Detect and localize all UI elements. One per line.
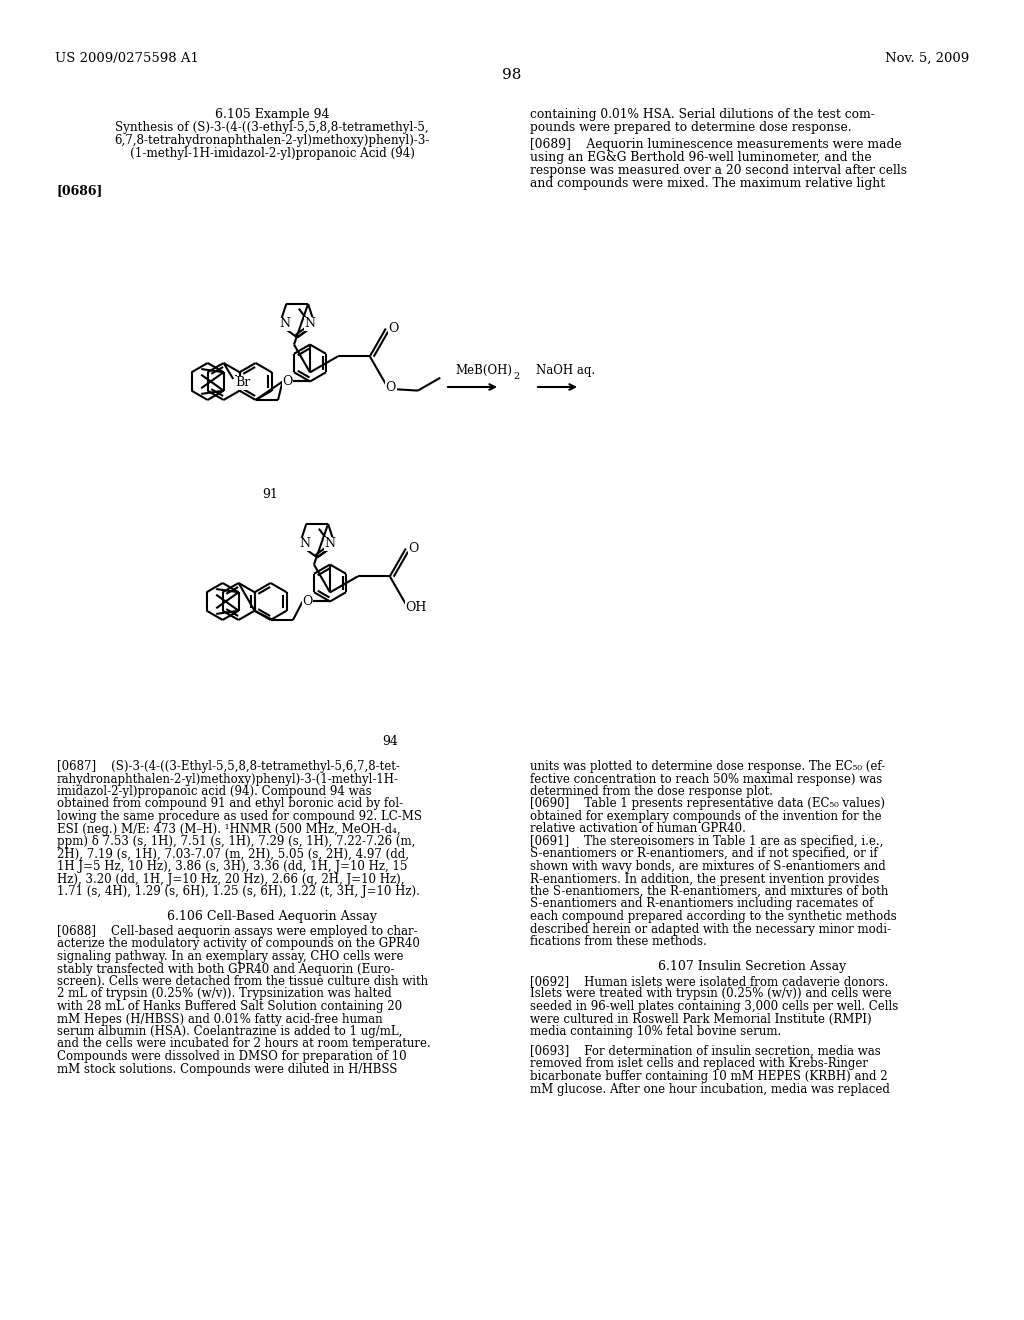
Text: Br: Br (236, 376, 251, 389)
Text: and the cells were incubated for 2 hours at room temperature.: and the cells were incubated for 2 hours… (57, 1038, 431, 1051)
Text: 6.106 Cell-Based Aequorin Assay: 6.106 Cell-Based Aequorin Assay (167, 909, 377, 923)
Text: 98: 98 (503, 69, 521, 82)
Text: S-enantiomers or R-enantiomers, and if not specified, or if: S-enantiomers or R-enantiomers, and if n… (530, 847, 878, 861)
Text: S-enantiomers and R-enantiomers including racemates of: S-enantiomers and R-enantiomers includin… (530, 898, 873, 911)
Text: Nov. 5, 2009: Nov. 5, 2009 (885, 51, 969, 65)
Text: fications from these methods.: fications from these methods. (530, 935, 707, 948)
Text: OH: OH (406, 601, 427, 614)
Text: pounds were prepared to determine dose response.: pounds were prepared to determine dose r… (530, 121, 852, 135)
Text: seeded in 96-well plates containing 3,000 cells per well. Cells: seeded in 96-well plates containing 3,00… (530, 1001, 898, 1012)
Text: obtained for exemplary compounds of the invention for the: obtained for exemplary compounds of the … (530, 810, 882, 822)
Text: ppm) δ 7.53 (s, 1H), 7.51 (s, 1H), 7.29 (s, 1H), 7.22-7.26 (m,: ppm) δ 7.53 (s, 1H), 7.51 (s, 1H), 7.29 … (57, 836, 416, 847)
Text: signaling pathway. In an exemplary assay, CHO cells were: signaling pathway. In an exemplary assay… (57, 950, 403, 964)
Text: MeB(OH): MeB(OH) (455, 364, 512, 378)
Text: were cultured in Roswell Park Memorial Institute (RMPI): were cultured in Roswell Park Memorial I… (530, 1012, 871, 1026)
Text: mM Hepes (H/HBSS) and 0.01% fatty acid-free human: mM Hepes (H/HBSS) and 0.01% fatty acid-f… (57, 1012, 383, 1026)
Text: removed from islet cells and replaced with Krebs-Ringer: removed from islet cells and replaced wi… (530, 1057, 868, 1071)
Text: 1.71 (s, 4H), 1.29 (s, 6H), 1.25 (s, 6H), 1.22 (t, 3H, J=10 Hz).: 1.71 (s, 4H), 1.29 (s, 6H), 1.25 (s, 6H)… (57, 884, 420, 898)
Text: 91: 91 (262, 488, 278, 502)
Text: O: O (409, 543, 419, 554)
Text: serum albumin (HSA). Coelantrazine is added to 1 ug/mL,: serum albumin (HSA). Coelantrazine is ad… (57, 1026, 402, 1038)
Text: 2: 2 (513, 372, 519, 381)
Text: each compound prepared according to the synthetic methods: each compound prepared according to the … (530, 909, 897, 923)
Text: 2H), 7.19 (s, 1H), 7.03-7.07 (m, 2H), 5.05 (s, 2H), 4.97 (dd,: 2H), 7.19 (s, 1H), 7.03-7.07 (m, 2H), 5.… (57, 847, 409, 861)
Text: [0691]    The stereoisomers in Table 1 are as specified, i.e.,: [0691] The stereoisomers in Table 1 are … (530, 836, 884, 847)
Text: imidazol-2-yl)propanoic acid (94). Compound 94 was: imidazol-2-yl)propanoic acid (94). Compo… (57, 785, 372, 799)
Text: (1-methyl-1H-imidazol-2-yl)propanoic Acid (94): (1-methyl-1H-imidazol-2-yl)propanoic Aci… (130, 147, 415, 160)
Text: screen). Cells were detached from the tissue culture dish with: screen). Cells were detached from the ti… (57, 975, 428, 987)
Text: O: O (302, 595, 312, 609)
Text: O: O (283, 375, 293, 388)
Text: [0692]    Human islets were isolated from cadaverie donors.: [0692] Human islets were isolated from c… (530, 975, 889, 987)
Text: O: O (389, 322, 399, 335)
Text: shown with wavy bonds, are mixtures of S-enantiomers and: shown with wavy bonds, are mixtures of S… (530, 861, 886, 873)
Text: stably transfected with both GPR40 and Aequorin (Euro-: stably transfected with both GPR40 and A… (57, 962, 394, 975)
Text: Compounds were dissolved in DMSO for preparation of 10: Compounds were dissolved in DMSO for pre… (57, 1049, 407, 1063)
Text: Hz), 3.20 (dd, 1H, J=10 Hz, 20 Hz), 2.66 (q, 2H, J=10 Hz),: Hz), 3.20 (dd, 1H, J=10 Hz, 20 Hz), 2.66… (57, 873, 404, 886)
Text: response was measured over a 20 second interval after cells: response was measured over a 20 second i… (530, 164, 907, 177)
Text: and compounds were mixed. The maximum relative light: and compounds were mixed. The maximum re… (530, 177, 886, 190)
Text: Synthesis of (S)-3-(4-((3-ethyl-5,5,8,8-tetramethyl-5,: Synthesis of (S)-3-(4-((3-ethyl-5,5,8,8-… (115, 121, 429, 135)
Text: fective concentration to reach 50% maximal response) was: fective concentration to reach 50% maxim… (530, 772, 883, 785)
Text: [0690]    Table 1 presents representative data (EC₅₀ values): [0690] Table 1 presents representative d… (530, 797, 885, 810)
Text: Islets were treated with trypsin (0.25% (w/v)) and cells were: Islets were treated with trypsin (0.25% … (530, 987, 892, 1001)
Text: obtained from compound 91 and ethyl boronic acid by fol-: obtained from compound 91 and ethyl boro… (57, 797, 403, 810)
Text: [0687]    (S)-3-(4-((3-Ethyl-5,5,8,8-tetramethyl-5,6,7,8-tet-: [0687] (S)-3-(4-((3-Ethyl-5,5,8,8-tetram… (57, 760, 400, 774)
Text: with 28 mL of Hanks Buffered Salt Solution containing 20: with 28 mL of Hanks Buffered Salt Soluti… (57, 1001, 402, 1012)
Text: acterize the modulatory activity of compounds on the GPR40: acterize the modulatory activity of comp… (57, 937, 420, 950)
Text: containing 0.01% HSA. Serial dilutions of the test com-: containing 0.01% HSA. Serial dilutions o… (530, 108, 874, 121)
Text: lowing the same procedure as used for compound 92. LC-MS: lowing the same procedure as used for co… (57, 810, 422, 822)
Text: mM stock solutions. Compounds were diluted in H/HBSS: mM stock solutions. Compounds were dilut… (57, 1063, 397, 1076)
Text: N: N (299, 537, 310, 550)
Text: units was plotted to determine dose response. The EC₅₀ (ef-: units was plotted to determine dose resp… (530, 760, 886, 774)
Text: ESI (neg.) M/E: 473 (M–H). ¹HNMR (500 MHz, MeOH-d₄,: ESI (neg.) M/E: 473 (M–H). ¹HNMR (500 MH… (57, 822, 400, 836)
Text: N: N (304, 317, 315, 330)
Text: [0688]    Cell-based aequorin assays were employed to char-: [0688] Cell-based aequorin assays were e… (57, 925, 418, 939)
Text: N: N (325, 537, 335, 550)
Text: rahydronaphthalen-2-yl)methoxy)phenyl)-3-(1-methyl-1H-: rahydronaphthalen-2-yl)methoxy)phenyl)-3… (57, 772, 399, 785)
Text: [0686]: [0686] (57, 183, 103, 197)
Text: mM glucose. After one hour incubation, media was replaced: mM glucose. After one hour incubation, m… (530, 1082, 890, 1096)
Text: 6,7,8-tetrahydronaphthalen-2-yl)methoxy)phenyl)-3-: 6,7,8-tetrahydronaphthalen-2-yl)methoxy)… (115, 135, 430, 147)
Text: NaOH aq.: NaOH aq. (536, 364, 595, 378)
Text: 6.107 Insulin Secretion Assay: 6.107 Insulin Secretion Assay (657, 960, 846, 973)
Text: US 2009/0275598 A1: US 2009/0275598 A1 (55, 51, 199, 65)
Text: 6.105 Example 94: 6.105 Example 94 (215, 108, 330, 121)
Text: media containing 10% fetal bovine serum.: media containing 10% fetal bovine serum. (530, 1026, 781, 1038)
Text: determined from the dose response plot.: determined from the dose response plot. (530, 785, 773, 799)
Text: N: N (280, 317, 290, 330)
Text: [0693]    For determination of insulin secretion, media was: [0693] For determination of insulin secr… (530, 1045, 881, 1059)
Text: 2 mL of trypsin (0.25% (w/v)). Trypsinization was halted: 2 mL of trypsin (0.25% (w/v)). Trypsiniz… (57, 987, 392, 1001)
Text: relative activation of human GPR40.: relative activation of human GPR40. (530, 822, 745, 836)
Text: described herein or adapted with the necessary minor modi-: described herein or adapted with the nec… (530, 923, 891, 936)
Text: the S-enantiomers, the R-enantiomers, and mixtures of both: the S-enantiomers, the R-enantiomers, an… (530, 884, 889, 898)
Text: O: O (283, 375, 293, 388)
Text: [0689]    Aequorin luminescence measurements were made: [0689] Aequorin luminescence measurement… (530, 139, 901, 150)
Text: 94: 94 (382, 735, 398, 748)
Text: bicarbonate buffer containing 10 mM HEPES (KRBH) and 2: bicarbonate buffer containing 10 mM HEPE… (530, 1071, 888, 1082)
Text: 1H J=5 Hz, 10 Hz), 3.86 (s, 3H), 3.36 (dd, 1H, J=10 Hz, 15: 1H J=5 Hz, 10 Hz), 3.86 (s, 3H), 3.36 (d… (57, 861, 408, 873)
Text: R-enantiomers. In addition, the present invention provides: R-enantiomers. In addition, the present … (530, 873, 880, 886)
Text: O: O (386, 380, 396, 393)
Text: using an EG&G Berthold 96-well luminometer, and the: using an EG&G Berthold 96-well luminomet… (530, 150, 871, 164)
